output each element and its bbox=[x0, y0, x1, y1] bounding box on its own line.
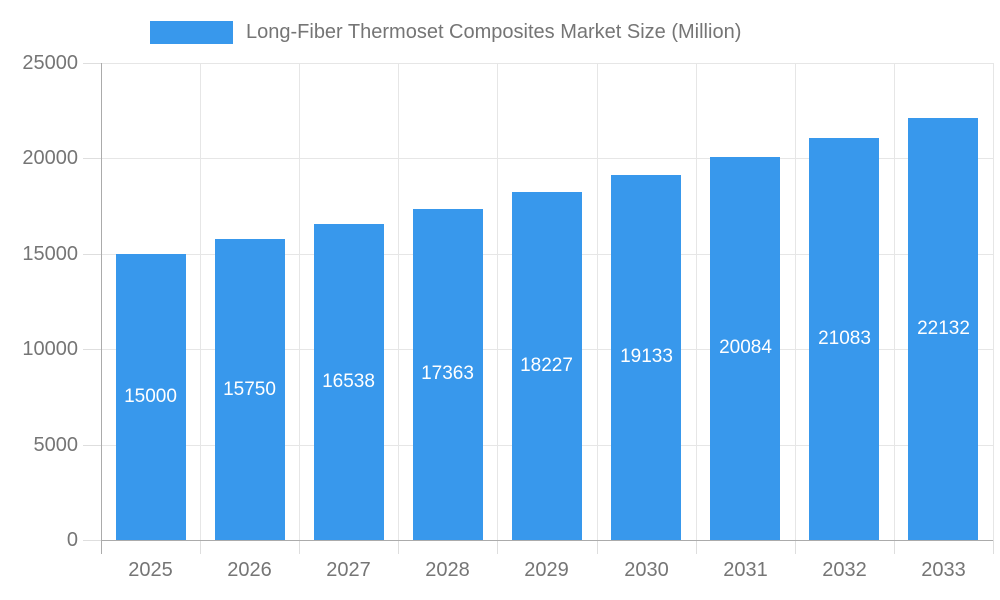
x-tick bbox=[795, 540, 796, 554]
bar bbox=[809, 138, 879, 540]
chart-legend[interactable]: Long-Fiber Thermoset Composites Market S… bbox=[150, 20, 741, 44]
y-tick-label: 20000 bbox=[22, 147, 78, 169]
v-gridline bbox=[200, 63, 201, 540]
x-tick bbox=[696, 540, 697, 554]
y-axis-line bbox=[101, 63, 102, 554]
bar bbox=[611, 175, 681, 540]
bar-value-label: 20084 bbox=[719, 337, 772, 358]
bar bbox=[314, 224, 384, 540]
bar bbox=[908, 118, 978, 540]
x-tick-label: 2028 bbox=[425, 559, 470, 581]
y-tick bbox=[83, 63, 101, 64]
x-tick bbox=[200, 540, 201, 554]
y-tick-label: 25000 bbox=[22, 52, 78, 74]
x-tick bbox=[597, 540, 598, 554]
bar-value-label: 16538 bbox=[322, 371, 375, 392]
v-gridline bbox=[696, 63, 697, 540]
bar-value-label: 22132 bbox=[917, 318, 970, 339]
x-tick bbox=[398, 540, 399, 554]
x-tick bbox=[894, 540, 895, 554]
x-tick bbox=[497, 540, 498, 554]
h-gridline bbox=[101, 158, 993, 159]
y-tick-label: 10000 bbox=[22, 338, 78, 360]
bar-value-label: 18227 bbox=[520, 355, 573, 376]
x-axis-line bbox=[101, 540, 993, 541]
y-tick-label: 5000 bbox=[33, 434, 79, 456]
x-tick bbox=[299, 540, 300, 554]
y-tick-label: 0 bbox=[66, 529, 78, 551]
x-tick bbox=[993, 540, 994, 554]
x-tick-label: 2032 bbox=[822, 559, 867, 581]
y-tick-label: 15000 bbox=[22, 243, 78, 265]
h-gridline bbox=[101, 63, 993, 64]
bar-value-label: 15750 bbox=[223, 379, 276, 400]
x-tick-label: 2027 bbox=[326, 559, 371, 581]
legend-label: Long-Fiber Thermoset Composites Market S… bbox=[246, 21, 742, 43]
bar bbox=[116, 254, 186, 540]
v-gridline bbox=[993, 63, 994, 540]
x-tick-label: 2031 bbox=[723, 559, 768, 581]
legend-swatch bbox=[150, 20, 233, 44]
bar bbox=[710, 157, 780, 540]
bar-value-label: 19133 bbox=[620, 346, 673, 367]
bar-value-label: 21083 bbox=[818, 328, 871, 349]
y-tick bbox=[83, 445, 101, 446]
bar bbox=[413, 209, 483, 540]
x-tick-label: 2033 bbox=[921, 559, 966, 581]
x-tick-label: 2025 bbox=[128, 559, 173, 581]
x-tick-label: 2030 bbox=[624, 559, 669, 581]
y-tick bbox=[83, 254, 101, 255]
y-tick bbox=[83, 158, 101, 159]
v-gridline bbox=[894, 63, 895, 540]
x-tick-label: 2026 bbox=[227, 559, 272, 581]
bar-value-label: 15000 bbox=[124, 386, 177, 407]
v-gridline bbox=[299, 63, 300, 540]
bar bbox=[215, 239, 285, 540]
v-gridline bbox=[497, 63, 498, 540]
v-gridline bbox=[398, 63, 399, 540]
x-tick-label: 2029 bbox=[524, 559, 569, 581]
y-tick bbox=[83, 349, 101, 350]
bar bbox=[512, 192, 582, 540]
bar-value-label: 17363 bbox=[421, 363, 474, 384]
y-tick bbox=[83, 540, 101, 541]
v-gridline bbox=[597, 63, 598, 540]
v-gridline bbox=[795, 63, 796, 540]
